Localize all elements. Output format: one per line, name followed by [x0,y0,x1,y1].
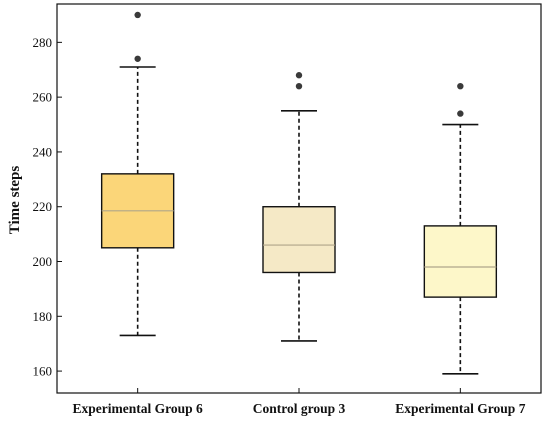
x-tick-label: Control group 3 [253,401,346,416]
x-tick-label: Experimental Group 7 [395,401,526,416]
x-tick-label: Experimental Group 6 [73,401,204,416]
box-group [423,82,498,375]
outlier-point [457,82,464,90]
box-body [423,225,498,298]
outlier-point [295,82,303,90]
y-axis-title: Time steps [7,166,23,235]
y-tick-label: 200 [33,254,53,269]
box-group [262,72,336,342]
y-tick-label: 160 [33,364,53,379]
y-tick-label: 280 [33,35,53,50]
box-body [262,206,336,274]
y-tick-label: 260 [33,90,53,105]
outlier-point [457,110,464,117]
plot-marks [100,11,498,375]
y-tick-label: 240 [33,144,53,159]
y-axis: 160 180 200 220 240 260 280 [33,35,62,379]
x-axis: Experimental Group 6 Control group 3 Exper… [73,388,526,416]
outlier-point [295,72,303,79]
y-tick-label: 220 [33,199,53,214]
outlier-point [134,55,141,62]
y-tick-label: 180 [33,309,53,324]
box-group [100,11,175,337]
outlier-point [134,11,141,19]
